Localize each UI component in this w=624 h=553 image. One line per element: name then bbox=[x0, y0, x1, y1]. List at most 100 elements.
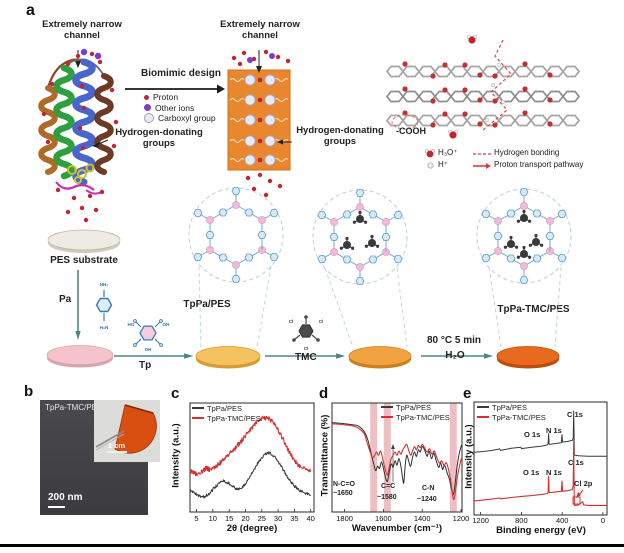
xrd-legend-row1: TpPa/PES bbox=[192, 404, 261, 414]
cof1-label: TpPa/PES bbox=[183, 299, 231, 310]
hydrogen-bonding-icon bbox=[473, 153, 491, 155]
ftir-legend-label2: TpPa-TMC/PES bbox=[396, 413, 450, 422]
xrd-plot: 5 10 15 20 25 30 35 40 bbox=[189, 402, 315, 523]
xps-top-o1s: O 1s bbox=[524, 430, 541, 439]
hydronium-icon bbox=[424, 149, 436, 158]
hydrogen-donating-right-label: Hydrogen-donating groups bbox=[292, 125, 388, 147]
ftir-legend-row1: TpPa/PES bbox=[381, 403, 450, 413]
tp-oh-bottom-label: OH bbox=[145, 347, 153, 352]
pes-substrate-label: PES substrate bbox=[50, 255, 118, 266]
legend-carboxyl-label: Carboxyl group bbox=[158, 113, 216, 124]
xps-legend-label2: TpPa-TMC/PES bbox=[492, 413, 546, 422]
xrd-legend: TpPa/PES TpPa-TMC/PES bbox=[192, 404, 261, 424]
xps-xlabel: Binding energy (eV) bbox=[496, 525, 586, 536]
xps-bottom-n1s: N 1s bbox=[546, 468, 562, 477]
xps-legend-row1: TpPa/PES bbox=[477, 403, 546, 413]
left-channel-label-line2: channel bbox=[64, 29, 100, 41]
panel-label-e: e bbox=[463, 385, 472, 402]
cof-structure-tppa bbox=[188, 187, 284, 283]
hd-right-arrow-icon bbox=[277, 139, 292, 145]
xps-legend-row2: TpPa-TMC/PES bbox=[477, 413, 546, 423]
bottom-rule bbox=[0, 544, 624, 547]
legend-other-ions-label: Other ions bbox=[155, 102, 195, 113]
proton-h-label: H⁺ bbox=[438, 160, 448, 169]
svg-text:40: 40 bbox=[307, 514, 315, 523]
xrd-xlabel: 2θ (degree) bbox=[226, 523, 278, 534]
molecular-layers-illustration bbox=[385, 35, 581, 139]
biomimic-arrow-icon bbox=[125, 84, 225, 94]
panel-label-b: b bbox=[24, 383, 34, 400]
reagent-tmc-label: TMC bbox=[295, 352, 317, 363]
hd-left-line2: groups bbox=[142, 137, 176, 149]
sem-scale-bar bbox=[48, 506, 65, 508]
xrd-legend-swatch-black bbox=[192, 407, 204, 410]
pa-nh2-top: NH₂ bbox=[100, 282, 109, 287]
sem-scale-text: 200 nm bbox=[48, 492, 83, 503]
reagent-tp-label: Tp bbox=[139, 360, 152, 371]
xps-legend: TpPa/PES TpPa-TMC/PES bbox=[477, 403, 546, 423]
hydrogen-bonding-label: Hydrogen bonding bbox=[494, 148, 560, 157]
panel-label-a: a bbox=[26, 2, 35, 19]
carboxyl-dot-icon bbox=[144, 113, 154, 124]
sem-membrane-label: TpPa-TMC/PES bbox=[45, 403, 103, 412]
svg-text:1400: 1400 bbox=[414, 514, 431, 523]
xps-plot: 1200 800 400 0 bbox=[472, 401, 608, 525]
membrane-photo-drawing bbox=[94, 400, 160, 462]
ftir-legend: TpPa/PES TpPa-TMC/PES bbox=[381, 403, 450, 423]
hydronium-label: H₃O⁺ bbox=[438, 148, 458, 157]
xrd-legend-label1: TpPa/PES bbox=[207, 404, 243, 413]
xps-legend-swatch-black bbox=[477, 406, 489, 409]
cof-structure-tppa-tmc bbox=[476, 188, 572, 284]
synthesis-scheme: NH₂ H₂N HO OH OH Cl Cl Cl bbox=[46, 229, 562, 369]
legend-proton: Proton bbox=[144, 92, 216, 103]
condition-temp-label: 80 °C 5 min bbox=[426, 335, 482, 346]
tmc-cl2-label: Cl bbox=[319, 319, 324, 324]
right-channel-label: Extremely narrow channel bbox=[212, 19, 308, 41]
xps-legend-swatch-red bbox=[477, 416, 489, 419]
svg-text:1600: 1600 bbox=[375, 514, 392, 523]
xps-bottom-o1s: O 1s bbox=[523, 468, 540, 477]
hd-right-line1: Hydrogen-donating bbox=[296, 125, 384, 136]
svg-text:1200: 1200 bbox=[472, 516, 489, 525]
hydrogen-donating-left-label: Hydrogen-donating groups bbox=[106, 127, 212, 149]
svg-text:0: 0 bbox=[601, 516, 605, 525]
proton-h-icon bbox=[427, 162, 434, 169]
particle-legend: Proton Other ions Carboxyl group bbox=[144, 92, 216, 124]
reagent-pa-label: Pa bbox=[59, 294, 72, 305]
svg-text:1800: 1800 bbox=[336, 514, 353, 523]
svg-text:20: 20 bbox=[241, 514, 249, 523]
left-channel-label: Extremely narrow channel bbox=[34, 19, 130, 41]
xrd-ylabel: Intensity (a.u.) bbox=[170, 423, 182, 488]
tp-oh-right-label: OH bbox=[163, 322, 171, 327]
hd-right-line2: groups bbox=[323, 135, 357, 147]
ftir-ann-1580: ~1580 bbox=[377, 494, 397, 501]
legend-carboxyl: Carboxyl group bbox=[144, 113, 216, 124]
ftir-ann-cn: C-N bbox=[422, 485, 435, 492]
xps-bottom-c1s: C 1s bbox=[568, 458, 584, 467]
pa-nh2-bottom: H₂N bbox=[100, 325, 109, 330]
inset-scale-text: 1 cm bbox=[108, 441, 126, 450]
proton-pathway-label: Proton transport pathway bbox=[494, 160, 584, 169]
panel-label-c: c bbox=[171, 385, 180, 402]
tmc-cl1-label: Cl bbox=[289, 319, 294, 324]
xrd-legend-label2: TpPa-TMC/PES bbox=[207, 414, 261, 423]
hd-left-line1: Hydrogen-donating bbox=[115, 127, 203, 138]
inset-scale-bar bbox=[107, 451, 127, 453]
legend-other-ions: Other ions bbox=[144, 103, 216, 114]
proton-pathway-icon bbox=[473, 163, 491, 169]
xrd-legend-row2: TpPa-TMC/PES bbox=[192, 414, 261, 424]
xps-legend-label1: TpPa/PES bbox=[492, 403, 528, 412]
cof-structure-tppa-tmc-loaded bbox=[312, 189, 408, 285]
hd-left-arrow-icon bbox=[92, 139, 109, 148]
ftir-ann-1240: ~1240 bbox=[417, 496, 437, 503]
svg-text:5: 5 bbox=[194, 514, 198, 523]
left-channel-label-line1: Extremely narrow bbox=[42, 19, 122, 30]
svg-text:800: 800 bbox=[515, 516, 528, 525]
panel-label-d: d bbox=[319, 385, 329, 402]
legend-proton-label: Proton bbox=[153, 92, 179, 103]
svg-text:15: 15 bbox=[225, 514, 233, 523]
svg-text:30: 30 bbox=[274, 514, 282, 523]
svg-text:35: 35 bbox=[290, 514, 298, 523]
xps-cl2p-label: Cl 2p bbox=[574, 479, 593, 488]
xps-top-n1s: N 1s bbox=[546, 426, 562, 435]
